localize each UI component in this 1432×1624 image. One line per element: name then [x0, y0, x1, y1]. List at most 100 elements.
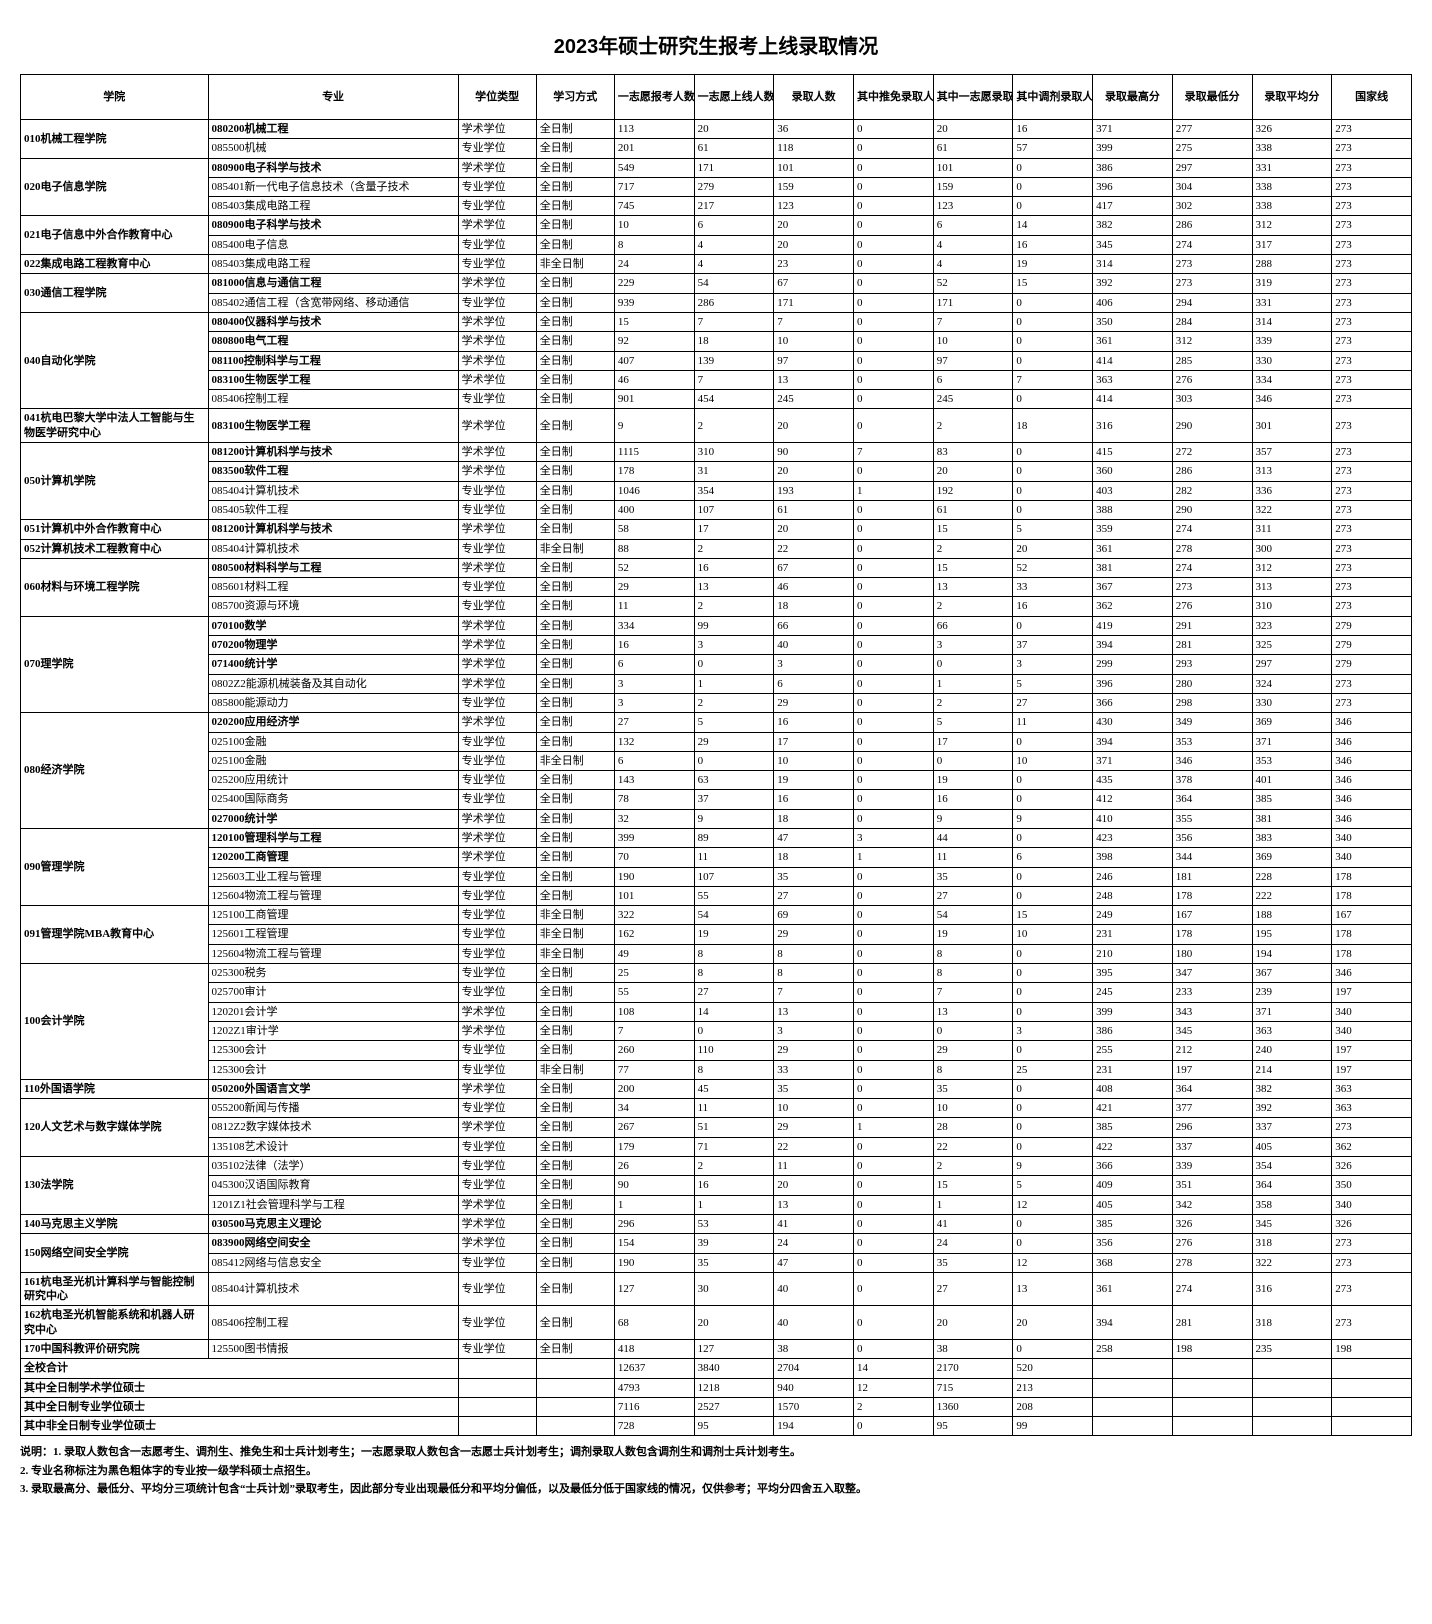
college-cell: 070理学院	[21, 616, 209, 712]
data-cell: 专业学位	[458, 1272, 536, 1306]
data-cell: 学术学位	[458, 332, 536, 351]
data-cell: 66	[774, 616, 854, 635]
data-cell: 90	[774, 443, 854, 462]
data-cell: 0	[1013, 1340, 1093, 1359]
data-cell: 392	[1252, 1099, 1332, 1118]
data-cell: 366	[1093, 1157, 1173, 1176]
data-cell: 302	[1172, 197, 1252, 216]
summary-cell: 194	[774, 1417, 854, 1436]
data-cell: 386	[1093, 158, 1173, 177]
data-cell: 319	[1252, 274, 1332, 293]
data-cell: 全日制	[536, 443, 614, 462]
data-cell: 全日制	[536, 616, 614, 635]
data-cell: 11	[1013, 713, 1093, 732]
data-cell: 54	[933, 906, 1013, 925]
data-cell: 专业学位	[458, 925, 536, 944]
data-cell: 0	[853, 409, 933, 443]
data-cell: 377	[1172, 1099, 1252, 1118]
data-cell: 408	[1093, 1079, 1173, 1098]
data-cell: 学术学位	[458, 370, 536, 389]
major-cell: 085800能源动力	[208, 693, 458, 712]
data-cell: 13	[933, 1002, 1013, 1021]
data-cell: 167	[1172, 906, 1252, 925]
data-cell: 317	[1252, 235, 1332, 254]
data-cell: 296	[614, 1214, 694, 1233]
data-cell: 全日制	[536, 216, 614, 235]
data-cell: 313	[1252, 462, 1332, 481]
data-cell: 8	[694, 964, 774, 983]
summary-cell	[1332, 1359, 1412, 1378]
data-cell: 340	[1332, 1195, 1412, 1214]
major-cell: 025100金融	[208, 732, 458, 751]
data-cell: 27	[933, 1272, 1013, 1306]
data-cell: 278	[1172, 1253, 1252, 1272]
data-cell: 9	[694, 809, 774, 828]
college-cell: 040自动化学院	[21, 312, 209, 408]
data-cell: 273	[1332, 370, 1412, 389]
data-cell: 279	[1332, 655, 1412, 674]
data-cell: 178	[1332, 886, 1412, 905]
table-row: 071400统计学学术学位全日制603003299293297279	[21, 655, 1412, 674]
data-cell: 11	[614, 597, 694, 616]
data-cell: 435	[1093, 771, 1173, 790]
data-cell: 0	[853, 274, 933, 293]
data-cell: 全日制	[536, 886, 614, 905]
data-cell: 全日制	[536, 848, 614, 867]
data-cell: 14	[1013, 216, 1093, 235]
summary-cell	[1252, 1417, 1332, 1436]
data-cell: 34	[614, 1099, 694, 1118]
data-cell: 专业学位	[458, 1306, 536, 1340]
college-cell: 052计算机技术工程教育中心	[21, 539, 209, 558]
data-cell: 学术学位	[458, 520, 536, 539]
data-cell: 197	[1172, 1060, 1252, 1079]
data-cell: 35	[774, 1079, 854, 1098]
data-cell: 279	[694, 177, 774, 196]
data-cell: 7	[1013, 370, 1093, 389]
data-cell: 0	[853, 1079, 933, 1098]
data-cell: 159	[774, 177, 854, 196]
data-cell: 77	[614, 1060, 694, 1079]
data-cell: 全日制	[536, 332, 614, 351]
data-cell: 学术学位	[458, 828, 536, 847]
college-cell: 161杭电圣光机计算科学与智能控制研究中心	[21, 1272, 209, 1306]
data-cell: 18	[1013, 409, 1093, 443]
data-cell: 19	[1013, 255, 1093, 274]
data-cell: 345	[1172, 1021, 1252, 1040]
data-cell: 41	[933, 1214, 1013, 1233]
data-cell: 275	[1172, 139, 1252, 158]
data-cell: 0	[853, 616, 933, 635]
data-cell: 371	[1093, 120, 1173, 139]
data-cell: 专业学位	[458, 983, 536, 1002]
data-cell: 297	[1252, 655, 1332, 674]
data-cell: 291	[1172, 616, 1252, 635]
data-cell: 314	[1093, 255, 1173, 274]
data-cell: 47	[774, 1253, 854, 1272]
data-cell: 190	[614, 1253, 694, 1272]
data-cell: 304	[1172, 177, 1252, 196]
data-cell: 全日制	[536, 1137, 614, 1156]
data-cell: 11	[933, 848, 1013, 867]
data-cell: 178	[1332, 867, 1412, 886]
data-cell: 0	[853, 925, 933, 944]
data-cell: 0	[853, 520, 933, 539]
data-cell: 全日制	[536, 312, 614, 331]
table-row: 085412网络与信息安全专业学位全日制19035470351236827832…	[21, 1253, 1412, 1272]
data-cell: 全日制	[536, 964, 614, 983]
data-cell: 0	[853, 636, 933, 655]
data-cell: 37	[1013, 636, 1093, 655]
data-cell: 276	[1172, 370, 1252, 389]
college-cell: 130法学院	[21, 1157, 209, 1215]
data-cell: 0	[853, 771, 933, 790]
data-cell: 430	[1093, 713, 1173, 732]
major-cell: 080400仪器科学与技术	[208, 312, 458, 331]
data-cell: 学术学位	[458, 674, 536, 693]
college-cell: 050计算机学院	[21, 443, 209, 520]
data-cell: 0	[1013, 1002, 1093, 1021]
summary-cell: 95	[694, 1417, 774, 1436]
major-cell: 070100数学	[208, 616, 458, 635]
data-cell: 25	[1013, 1060, 1093, 1079]
data-cell: 346	[1332, 771, 1412, 790]
data-cell: 193	[774, 481, 854, 500]
data-cell: 27	[614, 713, 694, 732]
data-cell: 27	[694, 983, 774, 1002]
